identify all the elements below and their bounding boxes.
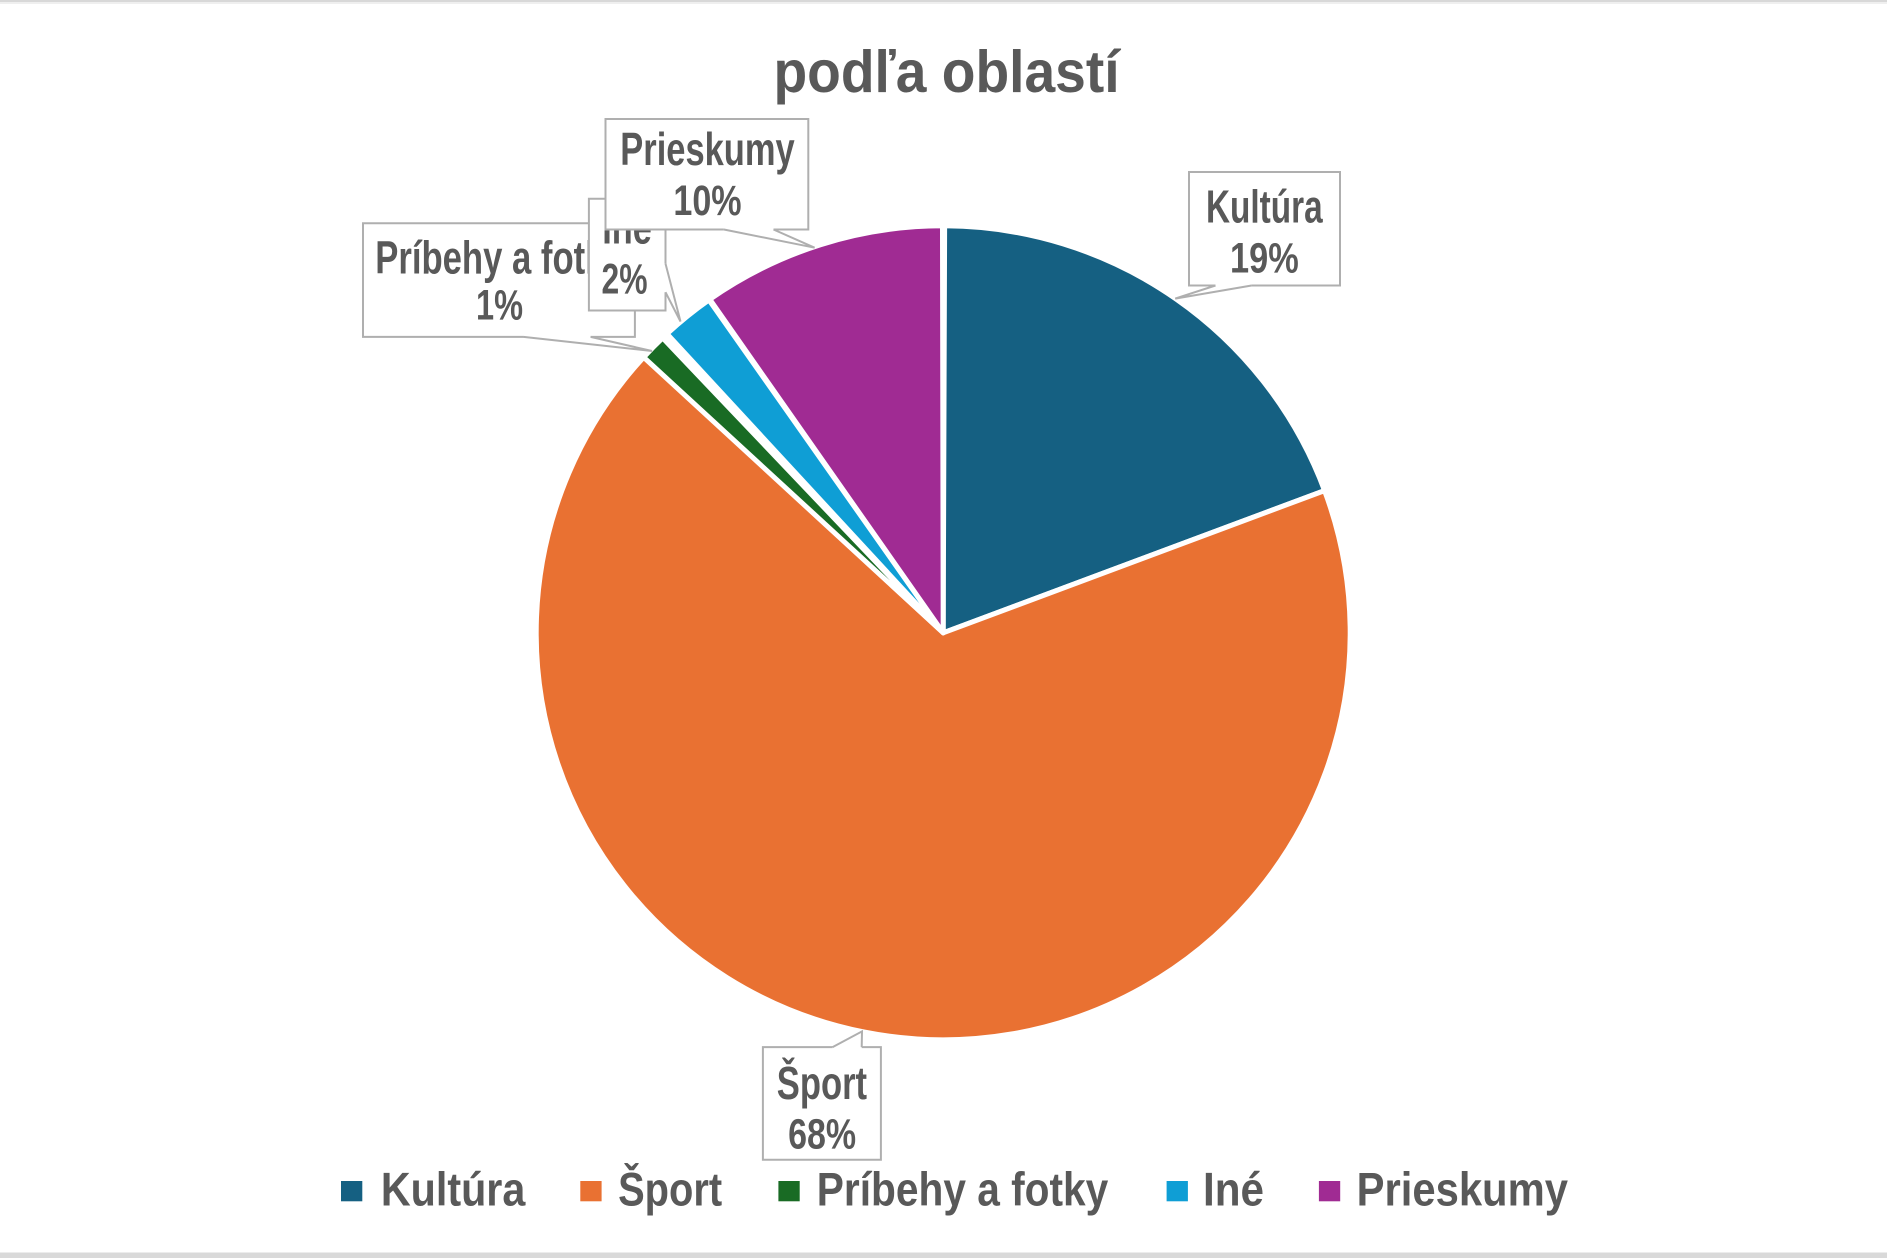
svg-text:Prieskumy: Prieskumy <box>620 123 795 175</box>
svg-text:Prieskumy: Prieskumy <box>1357 1162 1568 1215</box>
svg-text:Kultúra: Kultúra <box>381 1162 526 1215</box>
svg-text:19%: 19% <box>1230 234 1299 282</box>
svg-text:Iné: Iné <box>1203 1162 1264 1215</box>
svg-text:Šport: Šport <box>777 1057 867 1109</box>
svg-text:2%: 2% <box>602 255 648 303</box>
svg-text:68%: 68% <box>788 1110 856 1158</box>
svg-text:Šport: Šport <box>618 1162 722 1215</box>
svg-text:podľa oblastí: podľa oblastí <box>773 39 1121 105</box>
svg-text:Príbehy a fotky: Príbehy a fotky <box>817 1162 1109 1215</box>
svg-text:10%: 10% <box>673 177 741 225</box>
svg-text:Kultúra: Kultúra <box>1206 180 1323 232</box>
svg-text:1%: 1% <box>476 282 523 330</box>
svg-text:Príbehy a fotky: Príbehy a fotky <box>375 232 624 284</box>
